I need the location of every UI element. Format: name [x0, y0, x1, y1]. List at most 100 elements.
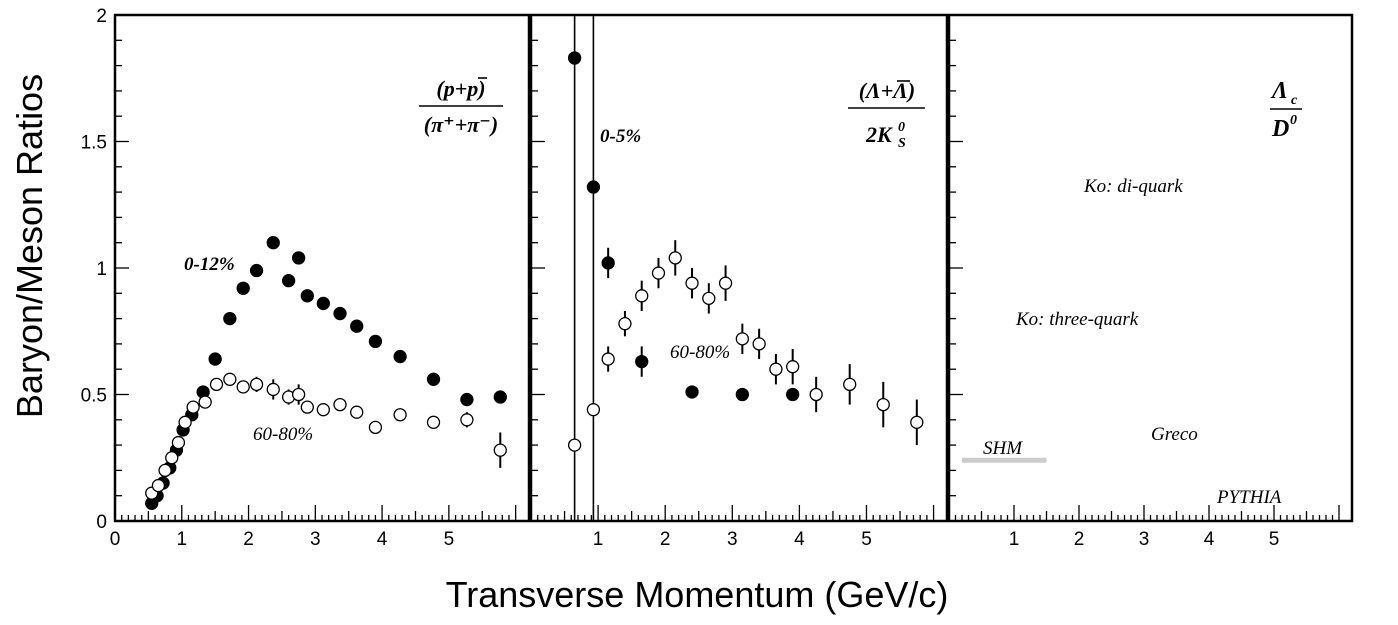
ratio-denominator: D — [1271, 116, 1289, 142]
x-tick-label: 4 — [377, 529, 388, 550]
axis-ticks: 1 2 3 4 5 — [948, 14, 1340, 550]
data-point-peripheral — [223, 372, 237, 386]
x-tick-label: 0 — [110, 529, 121, 550]
data-point-peripheral — [786, 360, 800, 374]
data-point-peripheral — [165, 451, 179, 465]
data-point-peripheral — [586, 403, 601, 417]
data-point-peripheral — [493, 443, 507, 457]
data-point-peripheral — [843, 377, 857, 392]
vertical-lines — [573, 15, 595, 521]
y-axis-tick-labels: 0 0.5 1 1.5 2 — [81, 6, 107, 533]
ratio-denominator-sup: 0 — [898, 120, 905, 135]
data-point-peripheral — [769, 362, 783, 376]
data-point-peripheral — [266, 382, 280, 397]
data-point-central — [281, 273, 296, 288]
x-tick-label: 2 — [660, 529, 671, 550]
model-label-ko-diquark: Ko: di-quark — [1083, 176, 1183, 197]
centrality-label-peripheral: 60-80% — [670, 342, 730, 363]
ratio-denominator: 2K — [865, 122, 893, 147]
data-point-central — [685, 385, 699, 399]
data-point-peripheral — [209, 377, 224, 392]
x-tick-label: 1 — [1009, 529, 1020, 550]
data-point-peripheral — [249, 377, 264, 392]
x-tick-label: 4 — [794, 529, 805, 550]
data-point-peripheral — [198, 395, 212, 409]
data-point-central — [601, 256, 615, 270]
data-point-peripheral — [300, 400, 314, 414]
data-point-peripheral — [910, 415, 924, 429]
data-point-peripheral — [460, 413, 474, 427]
y-tick-label: 1.5 — [81, 133, 107, 154]
data-point-peripheral — [735, 332, 750, 346]
x-tick-label: 1 — [176, 529, 187, 550]
data-point-central — [368, 334, 383, 349]
ratio-numerator: (p+p) — [436, 76, 485, 101]
y-tick-label: 2 — [96, 6, 107, 27]
data-point-central — [291, 251, 306, 265]
x-tick-label: 3 — [310, 529, 321, 550]
x-tick-label: 3 — [1139, 529, 1150, 550]
data-point-central — [786, 387, 800, 402]
x-tick-label: 5 — [1269, 529, 1280, 550]
ratio-denominator: (π⁺+π⁻) — [424, 112, 498, 137]
data-point-peripheral — [618, 317, 632, 331]
centrality-label-peripheral: 60-80% — [253, 424, 313, 445]
panel-p-over-pi: 0 1 2 3 4 5 0-12% 60-80% (p+p) (π⁺+π⁻) — [110, 13, 531, 550]
data-point-central — [223, 311, 237, 326]
data-point-central — [426, 372, 441, 386]
data-point-peripheral — [393, 408, 407, 422]
data-point-central — [635, 354, 649, 369]
data-point-peripheral — [702, 291, 716, 306]
data-point-central — [333, 306, 347, 321]
x-tick-label: 1 — [593, 529, 604, 550]
model-label-shm: SHM — [983, 438, 1023, 459]
data-point-peripheral — [186, 400, 200, 414]
data-marks — [145, 236, 507, 510]
axis-ticks: 1 2 3 4 5 — [530, 14, 935, 550]
ratio-numerator-sub: c — [1291, 93, 1298, 108]
ratio-numerator: (Λ+Λ) — [859, 78, 916, 103]
data-point-central — [493, 390, 507, 404]
x-axis-title: Transverse Momentum (GeV/c) — [446, 574, 949, 615]
data-point-central — [586, 180, 601, 194]
data-point-peripheral — [316, 403, 330, 417]
axis-ticks: 0 1 2 3 4 5 — [110, 14, 517, 550]
data-point-peripheral — [809, 387, 823, 402]
ratio-denominator-sub: S — [898, 136, 906, 151]
data-point-central — [393, 349, 407, 364]
y-axis-title: Baryon/Meson Ratios — [9, 74, 50, 418]
data-point-peripheral — [685, 276, 699, 290]
data-point-central — [300, 289, 314, 303]
panel-lambdac-over-d0: 1 2 3 4 5 Ko: di-quark Ko: three-quark Greco… — [947, 13, 1354, 550]
data-point-peripheral — [236, 380, 250, 394]
x-tick-label: 2 — [243, 529, 254, 550]
data-point-central — [208, 352, 222, 366]
data-point-peripheral — [567, 438, 582, 452]
x-tick-label: 3 — [727, 529, 738, 550]
data-point-peripheral — [333, 397, 347, 412]
data-point-central — [249, 263, 264, 278]
ratio-numerator: Λ — [1270, 78, 1288, 104]
data-point-peripheral — [718, 276, 733, 290]
data-point-central — [266, 236, 280, 250]
data-point-peripheral — [668, 251, 682, 265]
data-point-peripheral — [368, 420, 383, 435]
data-point-peripheral — [178, 415, 192, 429]
data-point-peripheral — [350, 405, 364, 419]
data-point-peripheral — [426, 415, 441, 429]
data-marks — [567, 51, 924, 452]
data-point-peripheral — [635, 289, 649, 303]
x-tick-label: 5 — [444, 529, 455, 550]
data-point-peripheral — [601, 352, 615, 366]
data-point-peripheral — [158, 463, 172, 478]
x-tick-label: 4 — [1204, 529, 1215, 550]
data-point-peripheral — [651, 266, 666, 280]
x-tick-label: 5 — [861, 529, 872, 550]
model-label-ko-threequark: Ko: three-quark — [1015, 309, 1139, 330]
ratio-denominator-sup: 0 — [1290, 113, 1297, 128]
data-point-peripheral — [876, 397, 890, 412]
data-point-peripheral — [752, 337, 766, 351]
y-tick-label: 0 — [96, 512, 107, 533]
x-tick-label: 2 — [1074, 529, 1085, 550]
